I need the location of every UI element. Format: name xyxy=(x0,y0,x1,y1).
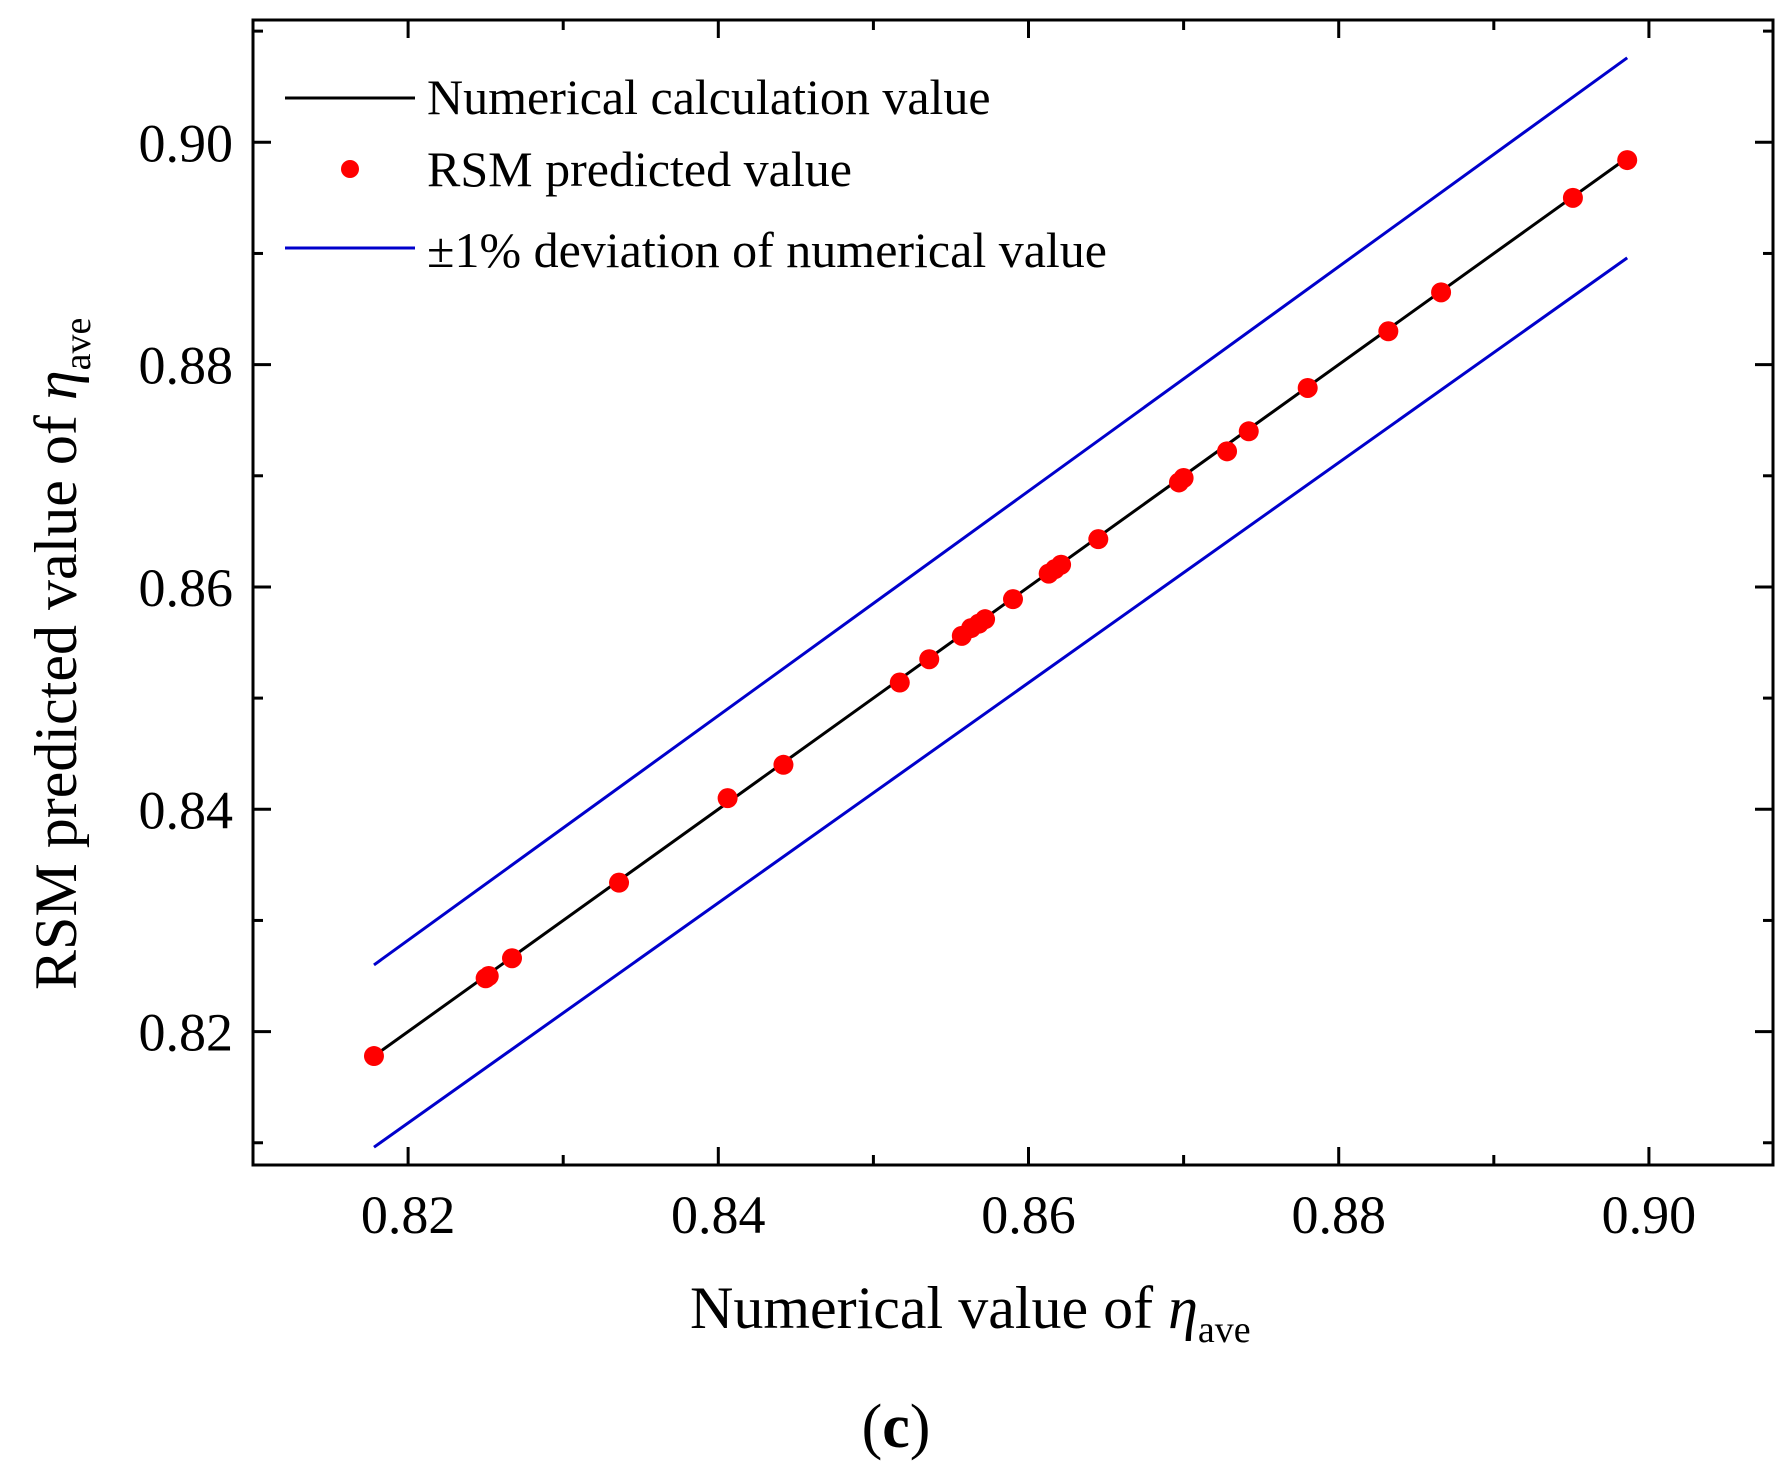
y-axis-title: RSM predicted value of ηave xyxy=(23,318,99,990)
y-tick-label: 0.82 xyxy=(139,1003,234,1063)
rsm-data-point xyxy=(502,948,523,969)
rsm-data-point xyxy=(1051,554,1072,575)
y-tick-label: 0.84 xyxy=(139,780,234,840)
rsm-data-point xyxy=(773,754,794,775)
rsm-data-point xyxy=(1617,150,1638,171)
rsm-data-point xyxy=(889,672,910,693)
series-line-1-deviation xyxy=(373,56,1629,967)
rsm-data-point xyxy=(1297,377,1318,398)
tick-labels: 0.82 0.84 0.86 0.88 0.90 0.82 0.84 0.86 0.88 0.90 xyxy=(139,113,1697,1245)
rsm-data-point xyxy=(609,872,630,893)
x-tick-label: 0.90 xyxy=(1602,1185,1697,1245)
rsm-data-point xyxy=(919,649,940,670)
legend-label-deviation: ±1% deviation of numerical value xyxy=(427,222,1107,278)
rsm-data-point xyxy=(975,609,996,630)
legend: Numerical calculation value RSM predicte… xyxy=(285,69,1107,278)
series-lines xyxy=(373,56,1629,1149)
y-tick-label: 0.88 xyxy=(139,336,234,396)
series-points xyxy=(363,150,1638,1067)
rsm-data-point xyxy=(1238,421,1259,442)
y-tick-label: 0.86 xyxy=(139,558,234,618)
x-tick-label: 0.82 xyxy=(361,1185,456,1245)
series-line-numerical-calculation-value xyxy=(373,156,1629,1058)
rsm-data-point xyxy=(1562,187,1583,208)
x-tick-label: 0.84 xyxy=(671,1185,766,1245)
series-line-1-deviation xyxy=(373,256,1629,1149)
legend-marker-rsm xyxy=(341,160,359,178)
axis-ticks xyxy=(253,20,1773,1165)
legend-label-rsm: RSM predicted value xyxy=(427,141,852,197)
x-tick-label: 0.88 xyxy=(1291,1185,1386,1245)
x-axis-title: Numerical value of ηave xyxy=(690,1275,1251,1351)
rsm-data-point xyxy=(1431,282,1452,303)
plot-frame xyxy=(251,18,1775,1167)
rsm-data-point xyxy=(478,966,499,987)
rsm-data-point xyxy=(363,1046,384,1067)
x-tick-label: 0.86 xyxy=(981,1185,1076,1245)
panel-label: (c) xyxy=(862,1393,931,1461)
y-tick-label: 0.90 xyxy=(139,113,234,173)
rsm-data-point xyxy=(1088,529,1109,550)
rsm-data-point xyxy=(717,788,738,809)
rsm-data-point xyxy=(1173,468,1194,488)
rsm-data-point xyxy=(1378,321,1399,342)
rsm-data-point xyxy=(1003,589,1023,610)
rsm-data-point xyxy=(1217,441,1238,462)
legend-label-numerical: Numerical calculation value xyxy=(427,69,991,125)
